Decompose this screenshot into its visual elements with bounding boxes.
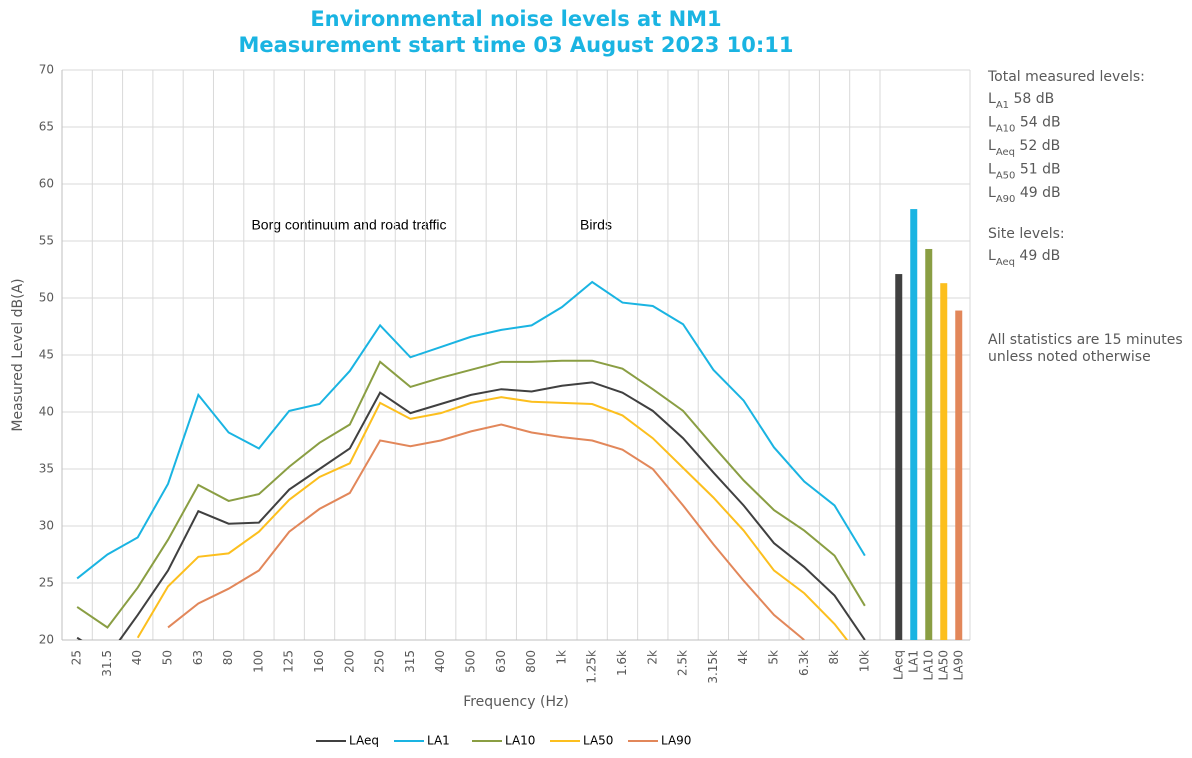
y-tick-label: 55 (39, 234, 54, 248)
x-tick-label: LAeq (891, 650, 905, 680)
level-value: 49 dB (1015, 185, 1060, 201)
x-tick-label: 8k (827, 650, 841, 665)
x-tick-label: 50 (161, 650, 175, 665)
level-value: 51 dB (1015, 162, 1060, 178)
level-value: 52 dB (1015, 138, 1060, 154)
y-axis-label: Measured Level dB(A) (10, 278, 26, 431)
annotation: Birds (580, 217, 612, 233)
side-heading: Site levels: (988, 226, 1065, 242)
level-text: LA1 58 dB (988, 91, 1054, 111)
x-tick-label: 2.5k (676, 650, 690, 676)
level-text: LA10 54 dB (988, 115, 1061, 135)
y-tick-label: 60 (39, 177, 54, 191)
x-tick-label: 1.25k (585, 650, 599, 684)
note: All statistics are 15 minutes (988, 332, 1183, 348)
legend-label: LA90 (661, 734, 691, 748)
level-text: LA90 49 dB (988, 185, 1061, 205)
x-tick-label: 315 (403, 650, 417, 673)
total-bar (925, 248, 933, 641)
level-symbol: L (988, 115, 996, 131)
chart-title: Measurement start time 03 August 2023 10… (238, 33, 793, 57)
level-value: 58 dB (1009, 91, 1054, 107)
y-tick-label: 70 (39, 63, 54, 77)
x-tick-label: 125 (282, 650, 296, 673)
level-sub: Aeq (996, 257, 1015, 268)
total-bar (910, 209, 918, 640)
annotation: Borg continuum and road traffic (251, 217, 446, 233)
y-tick-label: 45 (39, 348, 54, 362)
x-tick-label: 2k (645, 650, 659, 665)
level-value: 49 dB (1015, 248, 1060, 264)
x-tick-label: 25 (70, 650, 84, 665)
level-symbol: L (988, 138, 996, 154)
x-tick-label: 10k (857, 650, 871, 672)
level-sub: A50 (996, 170, 1016, 181)
x-tick-label: 800 (524, 650, 538, 673)
level-text: LAeq 49 dB (988, 248, 1060, 268)
x-tick-label: 4k (736, 650, 750, 665)
level-text: LA50 51 dB (988, 162, 1061, 182)
x-tick-label: 6.3k (797, 650, 811, 676)
y-tick-label: 25 (39, 576, 54, 590)
x-tick-label: 160 (312, 650, 326, 673)
y-tick-label: 65 (39, 120, 54, 134)
legend-label: LA10 (505, 734, 535, 748)
chart-title: Environmental noise levels at NM1 (310, 7, 721, 31)
series-line (76, 359, 866, 629)
level-sub: A1 (996, 100, 1009, 111)
x-tick-label: 40 (130, 650, 144, 665)
x-tick-label: LA50 (936, 650, 950, 680)
x-tick-label: 1.6k (615, 650, 629, 676)
total-bar (895, 274, 903, 640)
y-tick-label: 35 (39, 462, 54, 476)
legend-label: LA1 (427, 734, 450, 748)
x-tick-label: 3.15k (706, 650, 720, 684)
level-sub: A10 (996, 123, 1016, 134)
level-symbol: L (988, 91, 996, 107)
level-sub: Aeq (996, 147, 1015, 158)
level-value: 54 dB (1015, 115, 1060, 131)
series-line (136, 396, 849, 640)
x-tick-label: 5k (766, 650, 780, 665)
level-symbol: L (988, 162, 996, 178)
x-axis-label: Frequency (Hz) (463, 694, 569, 710)
x-tick-label: 400 (433, 650, 447, 673)
x-tick-label: 200 (342, 650, 356, 673)
x-tick-label: 80 (221, 650, 235, 665)
series-line (76, 280, 866, 580)
legend-label: LAeq (349, 734, 379, 748)
x-tick-label: 1k (554, 650, 568, 665)
x-tick-label: 250 (373, 650, 387, 673)
level-symbol: L (988, 248, 996, 264)
x-tick-label: LA90 (951, 650, 965, 680)
series-line (167, 423, 805, 640)
side-heading: Total measured levels: (987, 69, 1145, 85)
x-tick-label: 31.5 (100, 650, 114, 677)
x-tick-label: LA10 (921, 650, 935, 680)
x-tick-label: 500 (464, 650, 478, 673)
note: unless noted otherwise (988, 349, 1151, 365)
level-text: LAeq 52 dB (988, 138, 1060, 158)
y-tick-label: 50 (39, 291, 54, 305)
x-tick-label: 100 (251, 650, 265, 673)
x-tick-label: 630 (494, 650, 508, 673)
x-tick-label: LA1 (906, 650, 920, 673)
level-symbol: L (988, 185, 996, 201)
y-tick-label: 20 (39, 633, 54, 647)
y-tick-label: 30 (39, 519, 54, 533)
series-line (76, 381, 866, 640)
legend-label: LA50 (583, 734, 613, 748)
level-sub: A90 (996, 194, 1016, 205)
total-bar (940, 283, 948, 640)
y-tick-label: 40 (39, 405, 54, 419)
x-tick-label: 63 (191, 650, 205, 665)
total-bar (955, 310, 963, 640)
